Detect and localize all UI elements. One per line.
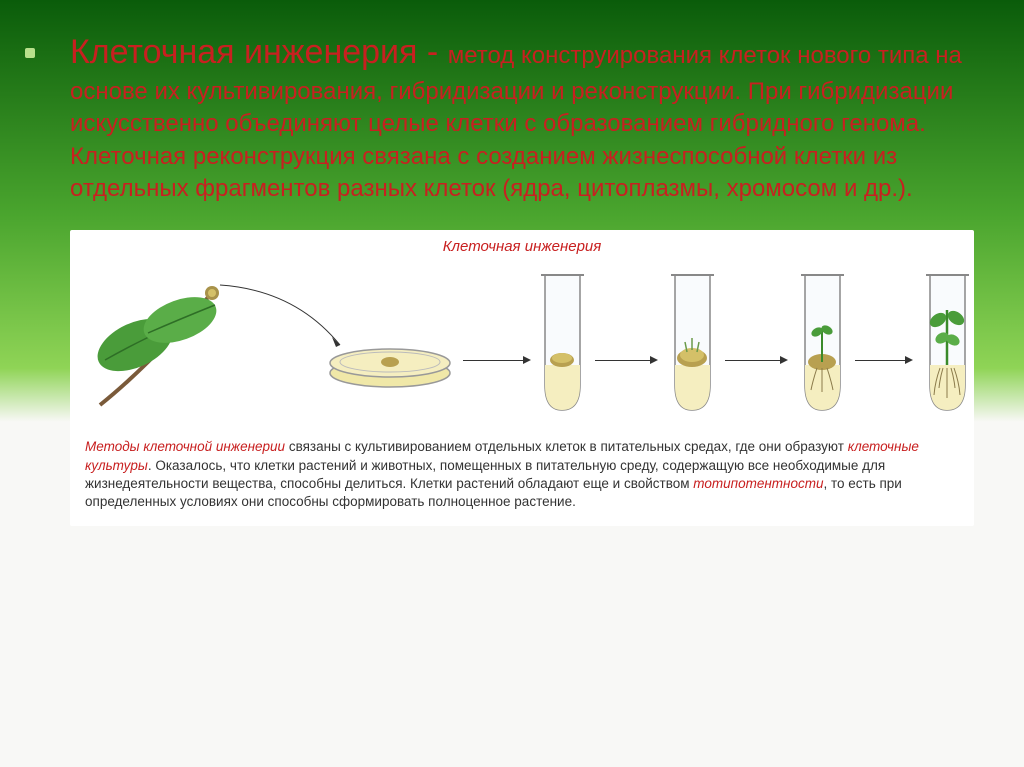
footer-paragraph: Методы клеточной инженерии связаны с кул… [85, 438, 959, 511]
dash: - [417, 33, 447, 71]
bullet-marker [25, 48, 35, 58]
arrow-3 [725, 360, 780, 361]
petri-dish-icon [325, 335, 455, 390]
main-term: Клеточная инженерия [70, 33, 417, 71]
diagram-panel: Клеточная инженерия [70, 230, 974, 526]
arrow-2 [595, 360, 650, 361]
arrow-1 [463, 360, 523, 361]
test-tube-2-icon [665, 270, 720, 415]
test-tube-1-icon [535, 270, 590, 415]
footer-term-3: тотипотентности [693, 476, 823, 491]
arrow-2-head [650, 356, 658, 364]
arrow-1-head [523, 356, 531, 364]
arrow-3-head [780, 356, 788, 364]
main-paragraph: Клеточная инженерия - метод конструирова… [70, 30, 974, 205]
footer-part-1: связаны с культивированием отдельных кле… [285, 439, 848, 454]
arrow-4-head [905, 356, 913, 364]
diagram [85, 265, 959, 420]
test-tube-3-icon [795, 270, 850, 415]
arrow-4 [855, 360, 905, 361]
test-tube-4-icon [920, 270, 975, 415]
diagram-title: Клеточная инженерия [85, 238, 959, 255]
slide: Клеточная инженерия - метод конструирова… [0, 0, 1024, 767]
footer-term-1: Методы клеточной инженерии [85, 439, 285, 454]
